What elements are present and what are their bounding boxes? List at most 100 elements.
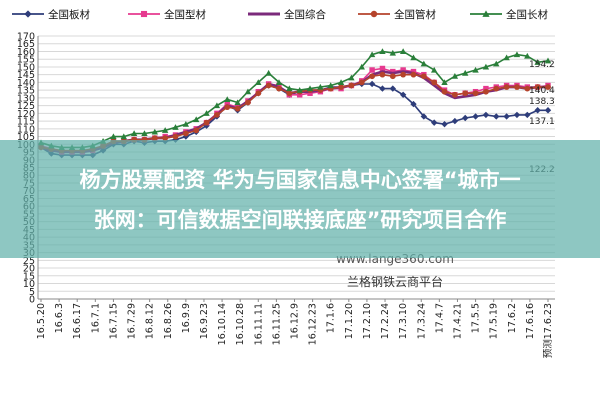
point-marker — [544, 107, 552, 114]
point-marker — [544, 57, 552, 64]
point-marker — [255, 79, 262, 85]
point-marker — [296, 92, 303, 98]
x-tick-label: 17.4.7 — [434, 303, 445, 333]
point-marker — [503, 54, 510, 61]
point-marker — [338, 84, 344, 90]
x-tick-label: 17.2.24 — [380, 303, 391, 339]
x-tick-label: 17.1.6 — [326, 303, 337, 333]
point-marker — [337, 79, 345, 85]
point-marker — [307, 90, 313, 96]
point-marker — [399, 48, 407, 55]
point-marker — [420, 113, 428, 120]
point-marker — [224, 104, 231, 111]
x-tick-label: 16.9.23 — [199, 303, 210, 339]
x-tick-label: 16.11.11 — [253, 303, 264, 345]
y-tick-label: 110 — [17, 124, 35, 135]
x-tick-label: 16.11.25 — [271, 303, 282, 345]
x-tick-label: 16.10.14 — [217, 303, 228, 345]
point-marker — [224, 96, 231, 102]
overlay-headline[interactable]: 杨方股票配资 华为与国家信息中心签署“城市一 张网：可信数据空间联接底座”研究项… — [0, 160, 600, 240]
point-marker — [370, 10, 378, 18]
point-marker — [182, 120, 190, 127]
point-marker — [379, 65, 386, 72]
point-marker — [379, 71, 386, 78]
x-tick-label: 17.6.16 — [525, 303, 536, 339]
y-tick-label: 135 — [17, 86, 35, 97]
point-marker — [369, 73, 375, 80]
point-marker — [482, 111, 490, 119]
point-marker — [234, 105, 241, 112]
point-marker — [430, 119, 438, 126]
point-marker — [369, 67, 375, 73]
point-marker — [441, 79, 448, 85]
x-tick-label: 16.6.17 — [72, 303, 83, 339]
point-marker — [482, 63, 490, 70]
point-marker — [379, 48, 386, 55]
y-tick-label: 130 — [17, 93, 35, 104]
point-marker — [276, 85, 282, 92]
point-marker — [503, 113, 510, 120]
y-tick-label: 15 — [23, 271, 35, 282]
point-marker — [462, 114, 469, 122]
point-marker — [400, 71, 407, 78]
x-tick-label: 16.5.20 — [36, 303, 47, 339]
point-marker — [255, 90, 262, 97]
point-marker — [151, 128, 159, 135]
legend-label: 全国综合 — [284, 8, 326, 21]
end-value-label: 138.3 — [529, 97, 555, 107]
end-value-label: 137.1 — [529, 117, 555, 127]
y-tick-label: 0 — [29, 295, 35, 306]
point-marker — [348, 74, 355, 81]
point-marker — [513, 51, 521, 58]
point-marker — [161, 127, 169, 133]
point-marker — [306, 85, 314, 92]
point-marker — [140, 10, 148, 18]
point-marker — [141, 130, 148, 137]
point-marker — [462, 90, 469, 97]
x-axis: 16.5.20 16.6.3 16.6.17 16.7.1 16.7.15 16.7.29… — [36, 299, 554, 358]
y-tick-label: 5 — [29, 287, 35, 298]
point-marker — [441, 88, 448, 95]
y-tick-label: 25 — [23, 256, 35, 267]
point-marker — [327, 82, 334, 89]
x-tick-label: 17.1.20 — [344, 303, 355, 339]
point-marker — [410, 71, 417, 78]
point-marker — [483, 88, 489, 95]
x-tick-label: 16.8.26 — [163, 303, 174, 339]
point-marker — [172, 133, 179, 140]
point-marker — [182, 130, 189, 137]
y-tick-label: 115 — [17, 117, 35, 128]
point-marker — [203, 110, 210, 116]
point-marker — [151, 135, 158, 141]
point-marker — [430, 66, 438, 73]
point-marker — [389, 73, 396, 80]
point-marker — [234, 99, 241, 106]
point-marker — [514, 84, 520, 90]
x-tick-label: 16.6.3 — [54, 303, 65, 333]
point-marker — [524, 52, 531, 59]
x-tick-label: 16.7.1 — [90, 303, 101, 333]
y-tick-label: 150 — [17, 62, 35, 73]
x-tick-label: 17.4.21 — [452, 303, 463, 339]
y-tick-label: 170 — [17, 32, 35, 43]
point-marker — [410, 54, 417, 61]
series-5 — [37, 48, 552, 150]
x-tick-label: 16.12.9 — [290, 303, 301, 339]
point-marker — [172, 124, 179, 130]
x-tick-label: 17.5.5 — [471, 303, 482, 333]
point-marker — [120, 133, 127, 140]
point-marker — [390, 68, 396, 75]
legend: 全国板材 全国型材 全国综合 全国管材 全国长材 — [12, 8, 548, 21]
point-marker — [389, 85, 396, 92]
end-value-label: 140.4 — [529, 86, 555, 96]
overlay-line-2: 张网：可信数据空间联接底座”研究项目合作 — [93, 208, 507, 232]
x-tick-label: 17.6.2 — [507, 303, 518, 333]
x-tick-label: 17.3.24 — [416, 303, 427, 339]
y-tick-label: 125 — [17, 101, 35, 112]
y-tick-label: 145 — [17, 70, 35, 81]
y-tick-label: 20 — [23, 264, 35, 275]
point-marker — [24, 10, 32, 18]
x-tick-label: 16.9.9 — [181, 303, 192, 333]
legend-label: 全国管材 — [394, 8, 436, 21]
overlay-banner — [0, 140, 600, 258]
